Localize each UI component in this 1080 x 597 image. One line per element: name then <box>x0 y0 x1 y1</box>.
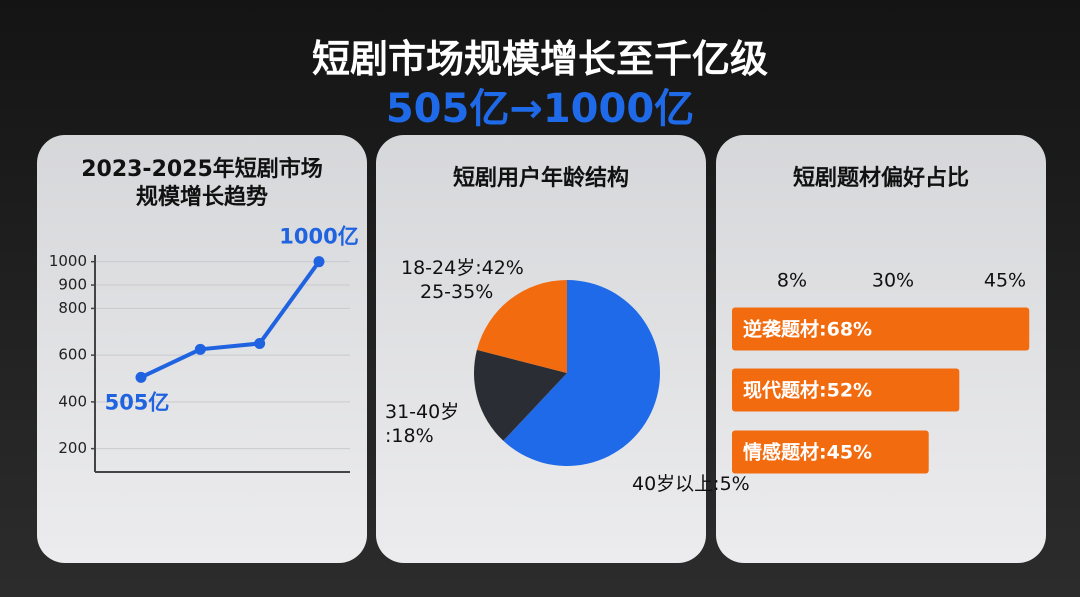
chart-title: 短剧用户年龄结构 <box>452 166 629 191</box>
column-label: 30% <box>872 270 914 292</box>
bar <box>732 430 929 474</box>
line <box>140 260 321 380</box>
point <box>254 337 266 349</box>
bar-label: 情感题材:45% <box>743 441 872 464</box>
point <box>135 371 147 383</box>
point <box>194 343 206 355</box>
chart-title: 2023-2025年短剧市场规模增长趋势 <box>81 157 323 210</box>
slice-label: 40岁以上:5% <box>632 473 750 495</box>
y-tick-label: 900 <box>58 276 87 294</box>
y-tick-label: 1000 <box>49 252 87 270</box>
slice-label: 31-40岁 :18% <box>385 401 460 447</box>
pie-slice <box>473 349 567 441</box>
bar <box>732 368 960 412</box>
y-tick-label: 200 <box>58 439 87 457</box>
data-label: 1000亿 <box>279 225 358 249</box>
column-label: 8% <box>777 270 807 292</box>
point <box>313 256 325 268</box>
pie-slice <box>476 280 567 373</box>
y-tick-label: 600 <box>58 346 87 364</box>
y-tick-label: 400 <box>58 392 87 410</box>
pie-slice <box>503 280 660 466</box>
bar-label: 逆袭题材:68% <box>743 318 872 341</box>
bar <box>732 307 1030 351</box>
column-label: 45% <box>984 270 1026 292</box>
page-title: 短剧市场规模增长至千亿级 <box>311 37 768 81</box>
data-label: 505亿 <box>105 390 170 414</box>
y-tick-label: 800 <box>58 299 87 317</box>
annotation: 25-35% <box>420 281 494 303</box>
slice-label: 18-24岁:42% <box>401 257 524 279</box>
page-subtitle: 505亿→1000亿 <box>385 86 695 132</box>
bar-label: 现代题材:52% <box>743 379 872 402</box>
chart-title: 短剧题材偏好占比 <box>792 166 969 191</box>
